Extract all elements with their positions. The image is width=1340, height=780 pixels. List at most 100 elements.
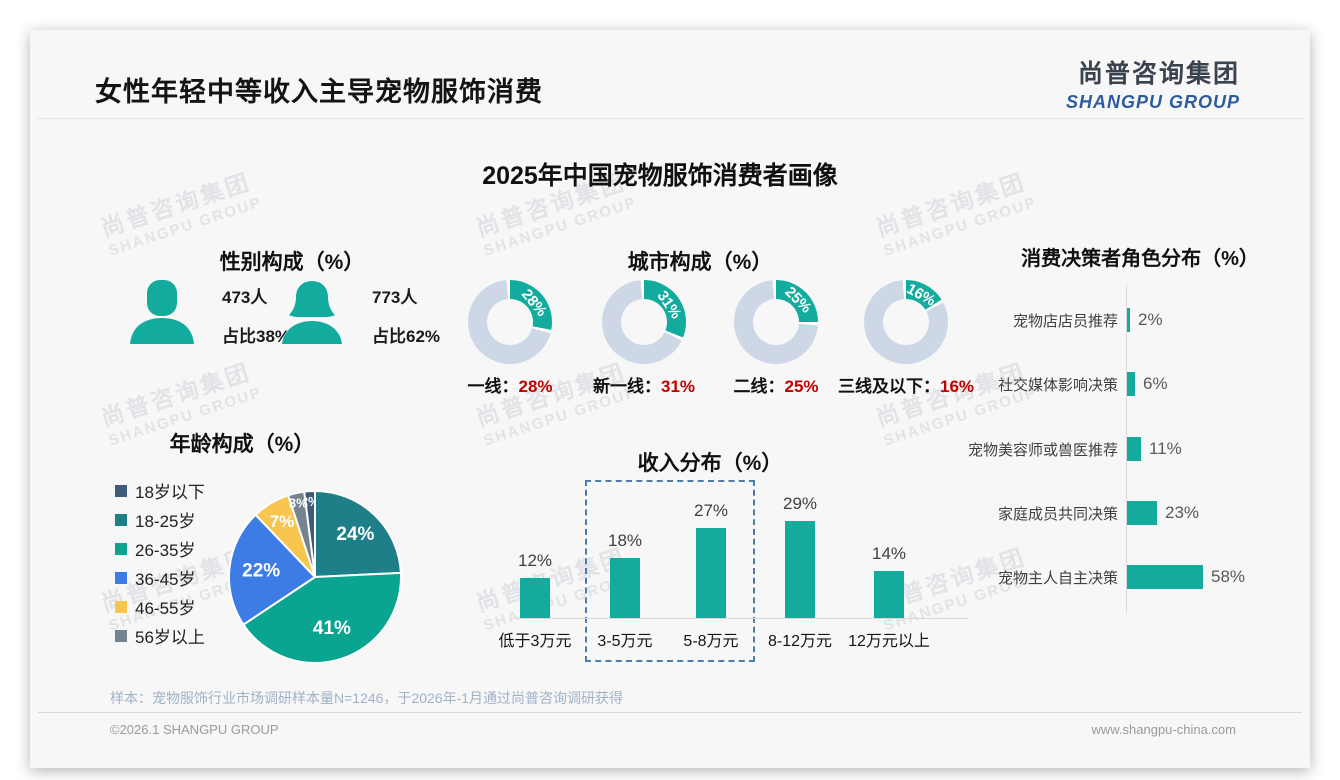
footer-copyright: ©2026.1 SHANGPU GROUP: [110, 722, 279, 737]
donut-ring: 28%: [468, 280, 552, 364]
gender-section-title: 性别构成（%）: [219, 251, 365, 274]
decision-value: 11%: [1149, 439, 1182, 458]
male-share: 占比38%: [222, 327, 291, 346]
donut-percent-label: 31%: [653, 287, 685, 323]
donut-三线及以下: 16% 三线及以下：16%: [831, 280, 981, 397]
donut-caption: 新一线：31%: [592, 377, 696, 396]
legend-swatch: [115, 513, 127, 526]
legend-item: 36-45岁: [115, 563, 205, 592]
donut-caption: 二线：25%: [733, 377, 819, 396]
income-baseline: [518, 618, 968, 619]
decision-row: 社交媒体影响决策 6%: [910, 372, 1310, 396]
donut-ring: 31%: [602, 280, 686, 364]
pie-slice-56岁以上: [287, 490, 316, 578]
decision-row: 宠物店店员推荐 2%: [910, 308, 1310, 332]
donut-二线: 25% 二线：25%: [701, 280, 851, 397]
highlight-box: [585, 480, 755, 662]
male-icon: [126, 280, 198, 349]
female-icon: [276, 280, 348, 349]
logo-en-text: SHANGPU GROUP: [1065, 92, 1240, 112]
legend-swatch: [115, 571, 127, 584]
report-slide: 尚普咨询集团 SHANGPU GROUP 尚普咨询集团 SHANGPU GROUP 尚普…: [30, 30, 1310, 768]
legend-item: 46-55岁: [115, 592, 205, 621]
legend-swatch: [115, 484, 127, 497]
donut-percent-label: 16%: [903, 280, 938, 310]
age-legend: 18岁以下 18-25岁 26-35岁 36-45岁 46-55岁 56岁以上: [115, 476, 205, 650]
income-category: 12万元以上: [848, 633, 930, 650]
income-category: 低于3万元: [498, 633, 572, 650]
legend-swatch: [115, 600, 127, 613]
decision-bar: [1127, 308, 1130, 332]
legend-item: 26-35岁: [115, 534, 205, 563]
decision-bar: [1127, 437, 1141, 461]
donut-percent-label: 28%: [517, 285, 550, 320]
pie-percent-label: 22%: [242, 561, 280, 582]
decision-label: 社交媒体影响决策: [997, 376, 1118, 394]
legend-item: 18-25岁: [115, 505, 205, 534]
donut-caption: 一线：28%: [467, 377, 553, 396]
income-value: 18%: [607, 531, 643, 550]
income-bar: [520, 578, 550, 618]
income-value: 12%: [517, 551, 553, 570]
income-section-title: 收入分布（%）: [637, 452, 783, 475]
decision-label: 宠物美容师或兽医推荐: [967, 441, 1118, 459]
decision-axis-line: [1126, 285, 1127, 613]
legend-swatch: [115, 629, 127, 642]
decision-bar: [1127, 372, 1135, 396]
donut-percent-label: 25%: [780, 283, 815, 318]
male-count: 473人: [222, 288, 268, 307]
income-bar: [874, 571, 904, 618]
donut-ring: 25%: [734, 280, 818, 364]
decision-bar: [1127, 501, 1157, 525]
income-value: 14%: [871, 544, 907, 563]
decision-value: 58%: [1211, 567, 1246, 586]
female-share: 占比62%: [372, 327, 441, 346]
decision-label: 宠物主人自主决策: [997, 569, 1118, 587]
income-category: 5-8万元: [683, 633, 739, 650]
footer-divider: [38, 712, 1302, 713]
pie-slice-18-25岁: [314, 490, 402, 578]
income-value: 27%: [693, 501, 729, 520]
pie-percent-label: 24%: [336, 524, 374, 545]
pie-slice-36-45岁: [228, 513, 316, 626]
city-section-title: 城市构成（%）: [627, 251, 773, 274]
income-category: 3-5万元: [597, 633, 653, 650]
decision-bar: [1127, 565, 1203, 589]
sample-footnote: 样本：宠物服饰行业市场调研样本量N=1246，于2026年-1月通过尚普咨询调研…: [110, 690, 624, 706]
female-count: 773人: [372, 288, 418, 307]
pie-slice-26-35岁: [242, 571, 402, 664]
legend-swatch: [115, 542, 127, 555]
donut-caption: 三线及以下：16%: [837, 377, 975, 396]
decision-value: 2%: [1138, 310, 1163, 329]
decision-value: 23%: [1165, 503, 1200, 522]
decision-label: 宠物店店员推荐: [1012, 312, 1118, 330]
pie-percent-label: 41%: [313, 618, 351, 639]
income-bar: [610, 558, 640, 618]
header-divider: [36, 118, 1304, 119]
decision-row: 宠物美容师或兽医推荐 11%: [910, 437, 1310, 461]
pie-percent-label: 7%: [270, 512, 295, 531]
donut-ring: 16%: [864, 280, 948, 364]
income-bar-chart: 12% 低于3万元 18% 3-5万元 27% 5-8万元 29% 8-12万元 14% 12万元…: [488, 460, 968, 675]
decision-section-title: 消费决策者角色分布（%）: [1021, 248, 1259, 270]
page-title: 女性年轻中等收入主导宠物服饰消费: [95, 77, 543, 107]
logo-cn-text: 尚普咨询集团: [1077, 60, 1240, 88]
income-bar: [785, 521, 815, 618]
income-bar: [696, 528, 726, 618]
footer-website: www.shangpu-china.com: [1091, 722, 1236, 737]
legend-item: 18岁以下: [115, 476, 205, 505]
decision-row: 宠物主人自主决策 58%: [910, 565, 1310, 589]
decision-label: 家庭成员共同决策: [997, 505, 1118, 523]
decision-value: 6%: [1143, 374, 1168, 393]
pie-percent-label: 3%: [289, 496, 308, 511]
income-value: 29%: [782, 494, 818, 513]
chart-main-title: 2025年中国宠物服饰消费者画像: [482, 162, 838, 190]
age-pie-chart: 2%24%41%22%7%3%: [228, 489, 402, 664]
age-section-title: 年龄构成（%）: [169, 433, 315, 456]
donut-一线: 28% 一线：28%: [435, 280, 585, 397]
gender-female-group: 773人 占比62%: [276, 280, 440, 349]
income-category: 8-12万元: [767, 633, 833, 650]
company-logo: 尚普咨询集团 SHANGPU GROUP: [1066, 54, 1240, 113]
decision-row: 家庭成员共同决策 23%: [910, 501, 1310, 525]
donut-新一线: 31% 新一线：31%: [569, 280, 719, 397]
